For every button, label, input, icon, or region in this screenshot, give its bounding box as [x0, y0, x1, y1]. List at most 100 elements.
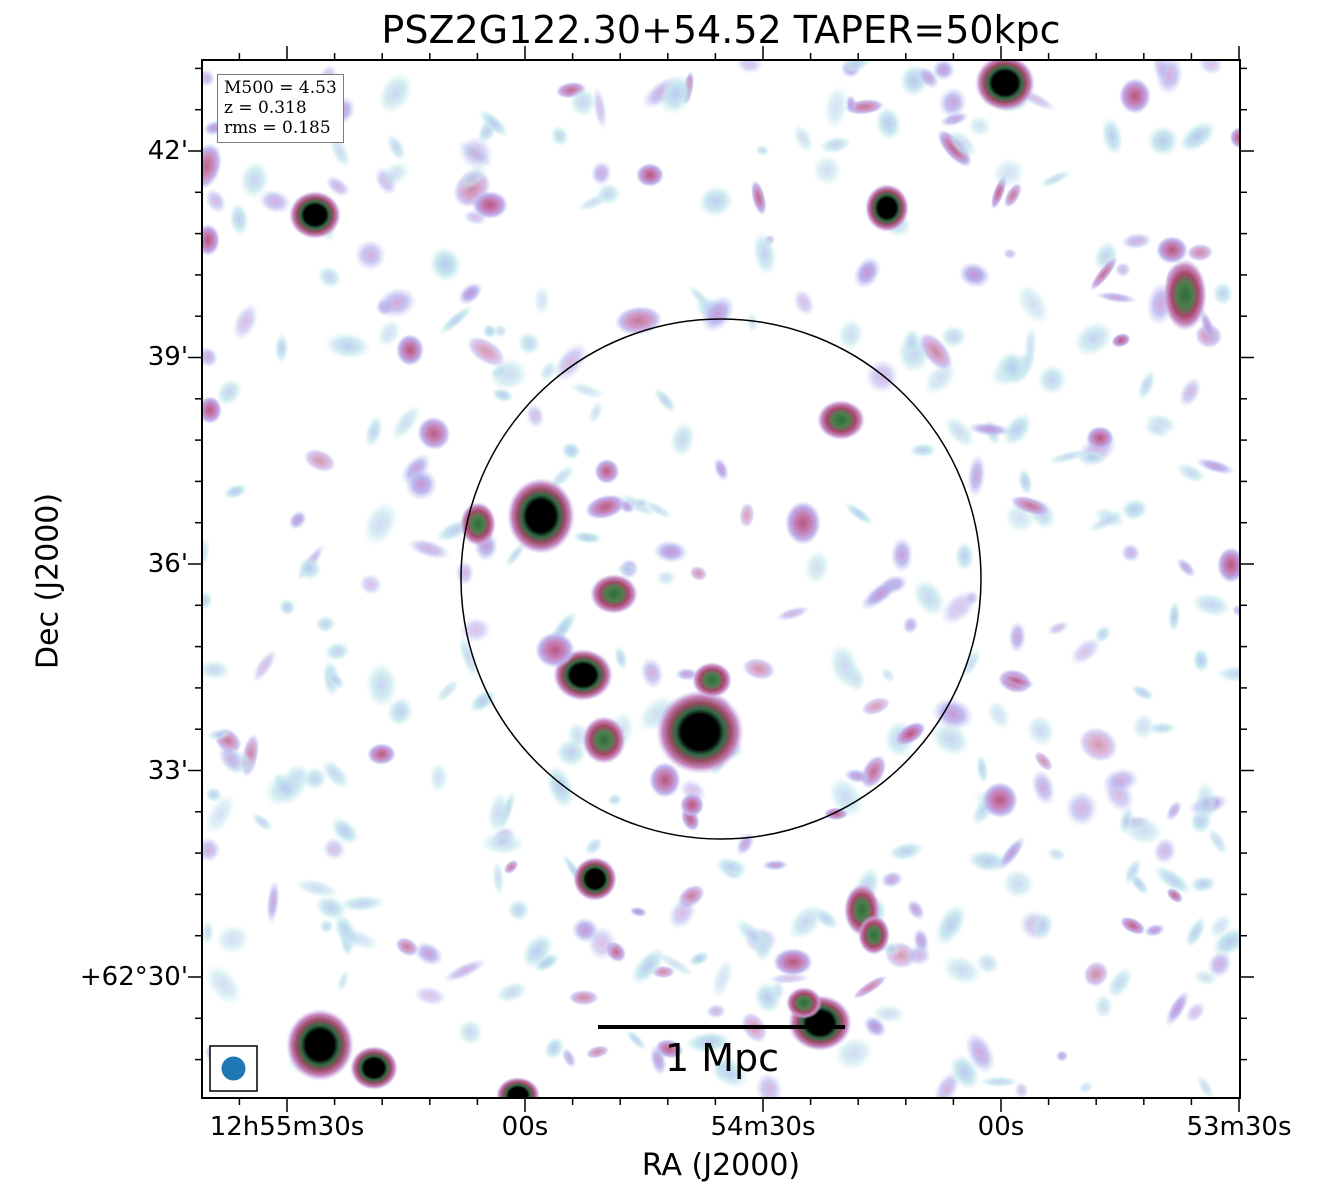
radio-source [858, 915, 890, 955]
noise-blob [853, 256, 882, 289]
noise-blob [1046, 620, 1070, 636]
noise-blob [689, 566, 708, 581]
noise-blob [943, 415, 976, 448]
noise-blob [592, 86, 608, 131]
noise-blob [906, 944, 932, 966]
noise-blob [938, 87, 968, 119]
noise-blob [833, 1035, 874, 1071]
noise-blob [1031, 769, 1056, 806]
noise-blob [1176, 462, 1206, 484]
noise-blob [1031, 911, 1054, 941]
noise-blob [958, 261, 991, 288]
noise-blob [469, 689, 497, 713]
noise-blob [688, 951, 710, 967]
radio-source [773, 948, 813, 976]
noise-blob [584, 494, 626, 520]
noise-blob [266, 879, 280, 925]
noise-blob [561, 1047, 577, 1069]
noise-blob [792, 124, 814, 153]
noise-blob [491, 387, 514, 403]
radio-source [202, 224, 220, 256]
noise-blob [967, 422, 1012, 437]
noise-blob [616, 563, 639, 576]
noise-blob [1184, 916, 1207, 949]
noise-blob [750, 180, 767, 216]
radio-source [1163, 259, 1207, 331]
noise-blob [1215, 665, 1240, 683]
noise-blob [202, 537, 210, 567]
noise-blob [1186, 243, 1214, 262]
scale-bar-label: 1 Mpc [664, 1036, 780, 1080]
noise-blob [1004, 182, 1022, 208]
noise-blob [1087, 510, 1125, 533]
redshift-text: z = 0.318 [224, 98, 307, 118]
noise-blob [1130, 684, 1155, 701]
x-tick-label: 00s [977, 1112, 1025, 1142]
noise-blob [1120, 232, 1153, 250]
noise-blob [1118, 805, 1135, 836]
radio-source [396, 334, 424, 366]
noise-blob [1078, 1080, 1094, 1094]
radio-source [786, 987, 822, 1019]
noise-blob [895, 721, 926, 746]
noise-blob [1078, 727, 1118, 762]
noise-blob [1207, 827, 1228, 856]
noise-blob [770, 979, 786, 1002]
radio-source [692, 662, 732, 698]
noise-blob [1095, 291, 1138, 304]
noise-blob [386, 696, 414, 727]
noise-blob [594, 458, 620, 485]
noise-blob [215, 378, 243, 407]
noise-blob [1153, 865, 1192, 895]
noise-blob [735, 60, 764, 74]
noise-blob [362, 501, 399, 547]
noise-blob [1152, 837, 1177, 865]
noise-blob [888, 841, 924, 861]
noise-blob [492, 860, 505, 897]
noise-blob [568, 381, 606, 400]
noise-blob [752, 231, 777, 276]
noise-blob [734, 918, 770, 952]
cluster-info-box: M500 = 4.53 z = 0.318 rms = 0.185 [217, 74, 344, 143]
noise-blob [457, 163, 488, 191]
noise-blob [365, 661, 398, 709]
noise-blob [1103, 767, 1140, 793]
noise-blob [322, 837, 346, 861]
noise-blob [940, 324, 968, 349]
noise-blob [386, 133, 407, 162]
noise-blob [202, 920, 214, 945]
r500-circle [460, 318, 982, 840]
noise-blob [455, 560, 475, 586]
noise-blob [1064, 790, 1099, 827]
noise-blob [1207, 950, 1233, 979]
radio-source [289, 191, 341, 239]
noise-blob [700, 295, 735, 333]
radio-source [350, 1046, 398, 1090]
noise-blob [775, 605, 810, 621]
noise-blob [668, 896, 697, 930]
noise-blob [364, 415, 383, 448]
noise-blob [986, 699, 1011, 730]
noise-blob [1014, 1081, 1029, 1098]
noise-blob [337, 926, 380, 951]
y-tick-label: 36' [147, 549, 188, 579]
noise-blob [931, 697, 975, 731]
noise-blob [1192, 647, 1210, 673]
radio-source [460, 502, 496, 546]
axis-ticks [188, 46, 1254, 1112]
noise-blob [533, 952, 560, 973]
noise-blob [967, 114, 992, 138]
noise-blob [1199, 307, 1218, 347]
noise-blob [1176, 557, 1196, 578]
m500-text: M500 = 4.53 [224, 78, 337, 98]
noise-blob [861, 697, 891, 716]
noise-blob [1178, 120, 1217, 153]
noise-blob [1046, 847, 1067, 862]
noise-blob [1036, 364, 1068, 396]
noise-blob [590, 160, 612, 186]
noise-blob [902, 327, 921, 357]
noise-blob [595, 182, 622, 206]
noise-blob [1023, 325, 1037, 368]
noise-blob [507, 898, 530, 922]
